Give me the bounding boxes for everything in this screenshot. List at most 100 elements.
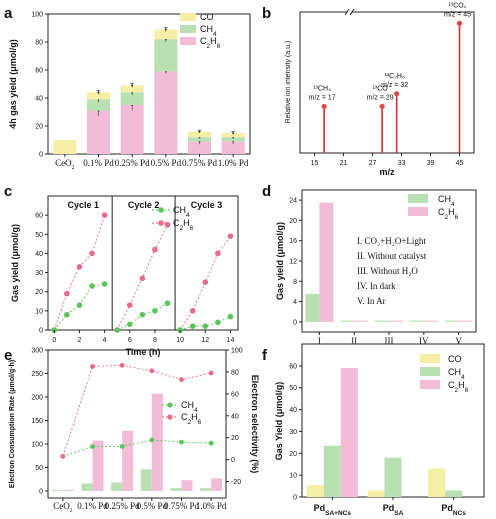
bar-ch4 [444,320,459,322]
bar-c2h6 [221,141,245,154]
selectivity-point-ch4 [208,440,214,446]
bar-co [120,85,144,93]
error-center [164,28,167,31]
legend-label-main: CH [448,367,461,377]
y-tick-label: 60 [289,363,297,370]
point-c2h6 [101,212,108,218]
bar-ch4 [409,320,424,322]
selectivity-point-c2h6 [208,370,214,376]
y-tick-label: 50 [35,232,43,239]
legend-swatch [408,194,428,203]
peak-mz-label: m/z = 29 [367,94,394,101]
bar-ch4 [445,490,463,497]
y-tick-label: 50 [289,385,297,392]
legend-label: CH4 [200,24,217,38]
x-tick-label: 0.25% Pd [105,501,141,511]
legend-label-sub: 4 [451,201,455,208]
bar-c2h6 [122,430,134,491]
x-tick-label: PdSA+NCs [314,503,352,517]
error-center [97,91,100,94]
panel-label-f: f [262,347,268,364]
ms-peak-tip [456,20,463,26]
x-tick-label: 0.5% Pd [137,501,168,511]
bar-c2h6 [154,71,178,154]
panel-b-chart: 15 21 27 33 39 45 m/z Relative ion intensity (a… [285,2,475,177]
cycle-label: Cycle 2 [128,200,160,210]
y-tick-label: 30 [35,270,43,277]
x-tick-label-main: CeO [55,158,72,168]
x-tick-label-main: Pd [441,503,453,513]
y-tick-label: 10 [289,473,297,480]
legend-swatch [420,354,440,363]
y-tick-label: 4 [293,299,297,306]
legend-label-sub2: 6 [455,214,459,221]
y-tick-label: 0 [39,328,43,335]
selectivity-line-ch4 [62,439,212,457]
legend-swatch [408,207,428,216]
bar-c2h6 [211,478,223,491]
ms-peak-tip [379,103,385,110]
error-center [232,132,235,134]
bar-c2h6 [87,110,110,154]
x-tick-label: II [351,336,357,346]
bar-ch4 [221,137,245,142]
legend-label-main2: H [458,380,465,390]
point-c2h6 [202,279,209,285]
legend-label-main: C [448,380,455,390]
legend-label-sub: 2 [207,43,211,50]
point-c2h6 [76,264,83,270]
point-ch4 [164,300,171,307]
point-ch4 [89,283,95,289]
legend-swatch [180,25,196,33]
x-tick-label: 15 [311,160,319,167]
point-c2h6 [215,250,221,257]
selectivity-point-c2h6 [119,362,125,368]
bar-c2h6 [340,368,358,497]
legend-label-sub: 2 [445,214,449,221]
bar-c2h6 [151,393,163,491]
legend-label-main: CH [173,205,186,215]
bar-c2h6 [389,320,403,322]
y-tick-label: 40 [289,407,297,414]
bar-co [87,92,110,100]
panel-c-frame [47,195,239,331]
condition-note: I. CO₂+H₂O+Light [357,236,426,246]
panel-label-a: a [4,5,13,22]
point-ch4 [139,311,146,318]
legend-label: C2H6 [200,36,221,50]
legend-label-sub: 4 [194,407,198,414]
x-tick-label-sub: 2 [70,508,73,514]
peak-label: ¹³C₂H₆ [385,73,405,80]
series-line-ch4 [53,283,105,331]
legend-label-main2: H [210,36,217,46]
x-tick-label: 1.0% Pd [218,158,249,168]
point-ch4 [64,311,70,318]
point-c2h6 [189,308,196,314]
y-tick-label: 12 [289,259,297,266]
point-ch4 [189,323,196,329]
bar-co [53,140,77,154]
y-tick-label: 250 [31,371,43,378]
bar-co [154,29,178,40]
legend-label-main: C [200,36,207,46]
y2-tick-label: 60 [231,391,239,398]
y-tick-label: 16 [289,238,297,245]
bar-c2h6 [62,489,74,491]
legend-label: CH4 [438,194,455,208]
bar-c2h6 [354,320,369,322]
legend-marker [167,402,173,408]
y-axis-label: Relative ion intensity (a.u.) [285,41,292,123]
legend-marker [158,207,164,213]
point-c2h6 [64,290,70,297]
legend-label-main2: H [183,218,190,228]
x-tick-label: 45 [456,160,464,167]
error-center [198,130,201,133]
bar-ch4 [111,482,123,491]
y-tick-label: 0 [39,152,43,159]
x-tick-label: 0.5% Pd [151,158,182,168]
x-tick-label: III [385,336,394,346]
axis-break [344,8,350,16]
x-tick-label: 0.1% Pd [77,501,108,511]
